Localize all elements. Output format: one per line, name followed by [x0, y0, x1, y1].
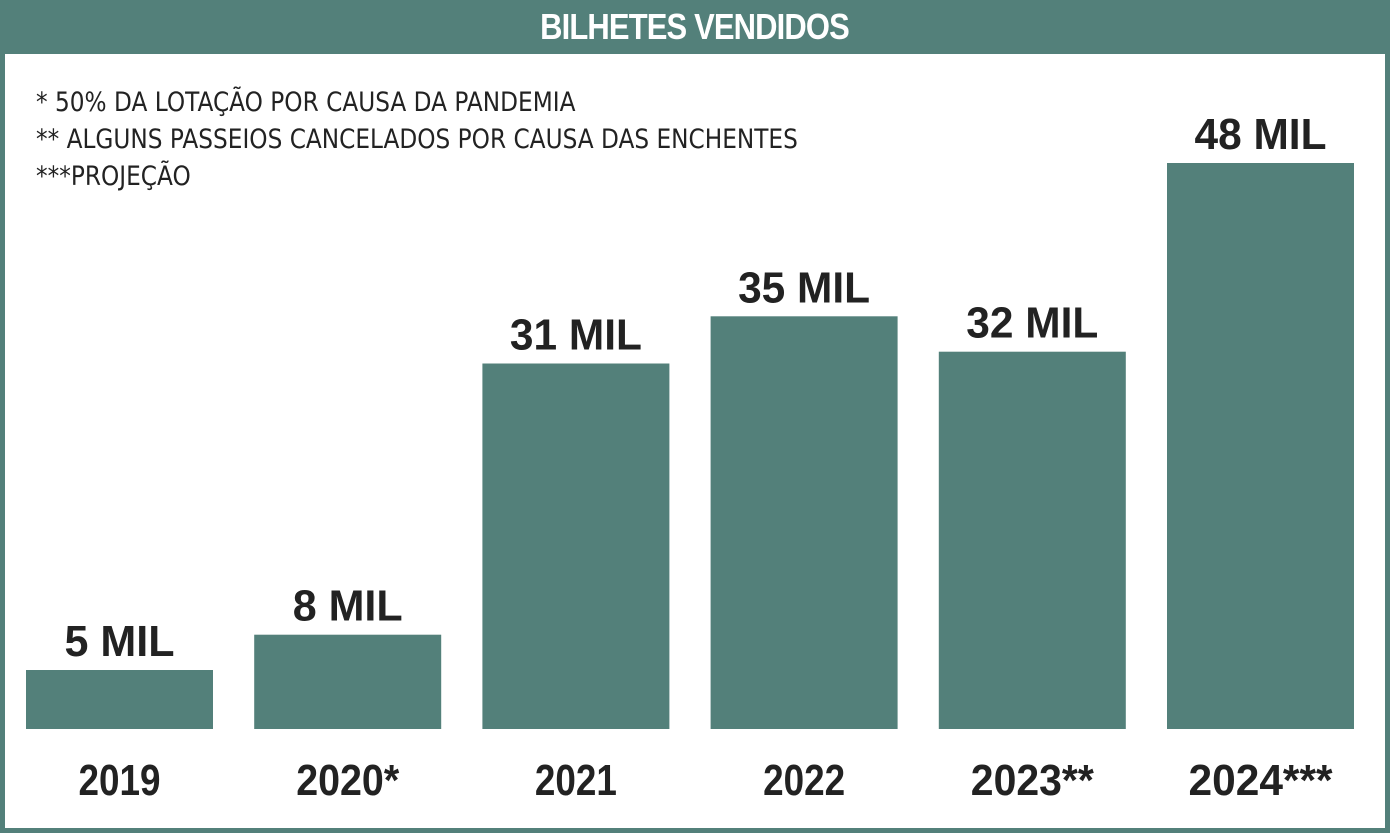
value-label: 8 MIL [293, 582, 403, 631]
value-label: 35 MIL [738, 263, 870, 312]
value-label: 32 MIL [966, 299, 1098, 348]
bar-2024 [1167, 163, 1354, 729]
bar-chart: 5 MIL 2019 8 MIL 2020* 31 MIL 2021 35 MIL 2022 3… [26, 110, 1354, 805]
value-label: 31 MIL [510, 311, 642, 360]
bar-2021 [482, 363, 670, 729]
footnote-2: ** ALGUNS PASSEIOS CANCELADOS POR CAUSA … [36, 124, 798, 155]
category-label: 2022 [763, 756, 845, 805]
footnotes: * 50% DA LOTAÇÃO POR CAUSA DA PANDEMIA *… [36, 84, 798, 195]
bar-2023 [938, 351, 1126, 729]
footnote-3: ***PROJEÇÃO [36, 161, 191, 192]
value-label: 48 MIL [1195, 110, 1327, 159]
category-label: 2021 [535, 756, 617, 805]
category-label: 2019 [79, 756, 161, 805]
bar-2020 [254, 634, 442, 729]
chart-title: BILHETES VENDIDOS [540, 6, 851, 47]
category-label: 2024*** [1189, 756, 1334, 805]
value-label: 5 MIL [65, 617, 175, 666]
category-label: 2020* [296, 756, 400, 805]
bar-2019 [26, 670, 213, 729]
bar-2022 [710, 316, 898, 729]
category-label: 2023** [971, 756, 1095, 805]
footnote-1: * 50% DA LOTAÇÃO POR CAUSA DA PANDEMIA [36, 87, 576, 118]
title-bar: BILHETES VENDIDOS [5, 0, 1385, 54]
